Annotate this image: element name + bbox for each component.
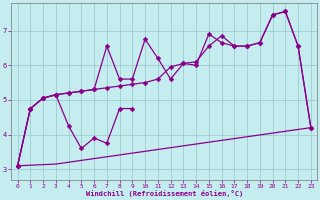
X-axis label: Windchill (Refroidissement éolien,°C): Windchill (Refroidissement éolien,°C) [85, 190, 243, 197]
